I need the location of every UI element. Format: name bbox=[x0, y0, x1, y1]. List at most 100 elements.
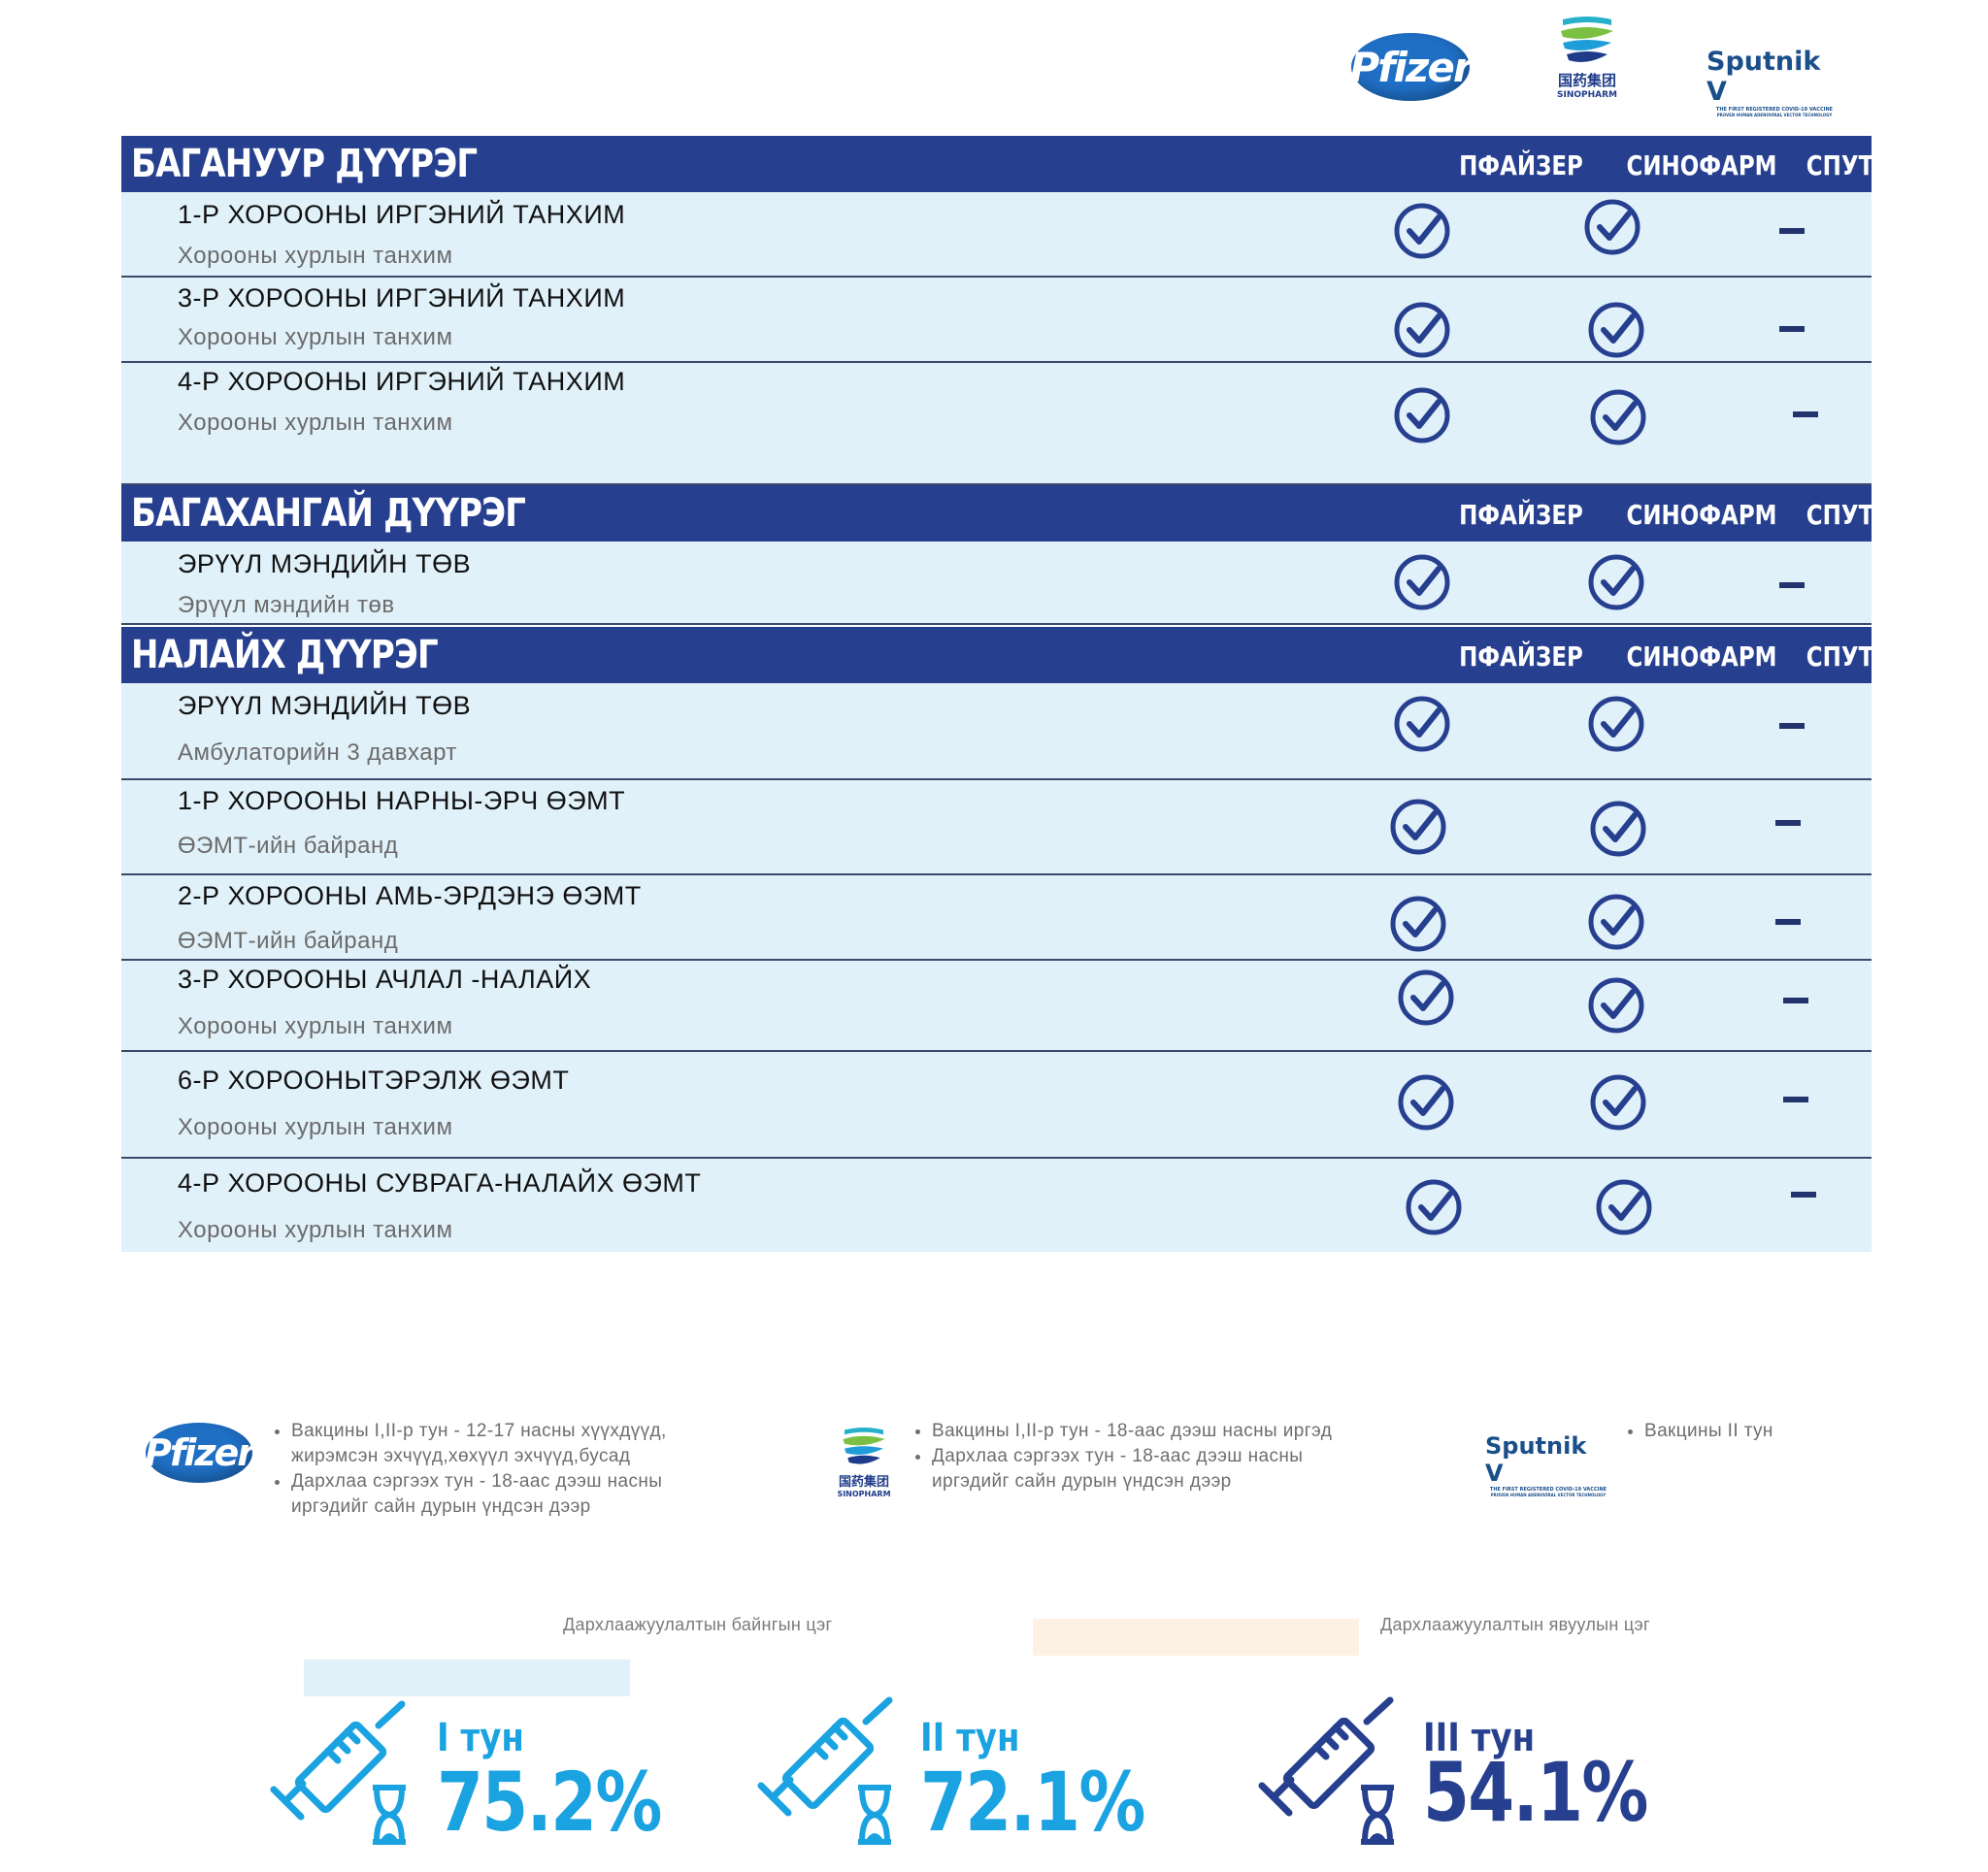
section-title: БАГАХАНГАЙ ДҮҮРЭГ bbox=[131, 491, 526, 536]
pfizer-logo-small: Pfizer bbox=[145, 1423, 255, 1483]
check-icon bbox=[1588, 977, 1644, 1034]
legend-item: Вакцины II тун bbox=[1644, 1419, 1912, 1444]
check-icon bbox=[1590, 389, 1646, 445]
row-title: 6-Р ХОРООНЫТЭРЭЛЖ ӨЭМТ bbox=[178, 1066, 570, 1095]
row-subtitle: Хорооны хурлын танхим bbox=[178, 1013, 453, 1039]
table-row: 4-Р ХОРООНЫ ИРГЭНИЙ ТАНХИМ Хорооны хурлы… bbox=[121, 363, 1872, 485]
sputnik-sub1: THE FIRST REGISTERED COVID-19 VACCINE bbox=[1489, 1487, 1607, 1493]
col-head-pfizer: ПФАЙЗЕР bbox=[1459, 149, 1583, 181]
row-subtitle: ӨЭМТ-ийн байранд bbox=[178, 833, 399, 859]
dose-percent: 72.1% bbox=[920, 1755, 1145, 1850]
check-icon bbox=[1394, 203, 1450, 259]
sinopharm-wave-icon bbox=[1561, 16, 1613, 62]
sputnik-legend: Вакцины II тун bbox=[1621, 1419, 1912, 1444]
pfizer-legend: Вакцины I,II-р тун - 12-17 насны хүүхдүү… bbox=[268, 1419, 695, 1520]
check-icon bbox=[1390, 896, 1446, 952]
section-header-baganuur: БАГАНУУР ДҮҮРЭГ ПФАЙЗЕР СИНОФАРМ СПУТНИК… bbox=[121, 136, 1954, 192]
col-head-sinopharm: СИНОФАРМ bbox=[1626, 640, 1777, 673]
sinopharm-wave-icon bbox=[843, 1428, 885, 1464]
sputnik-sub2: PROVEN HUMAN ADENOVIRAL VECTOR TECHNOLOG… bbox=[1716, 113, 1833, 117]
check-icon bbox=[1390, 799, 1446, 855]
table-row: ЭРҮҮЛ МЭНДИЙН ТӨВ Амбулаторийн 3 давхарт bbox=[121, 683, 1872, 780]
sputnik-sub1: THE FIRST REGISTERED COVID-19 VACCINE bbox=[1715, 107, 1834, 113]
sinopharm-cn-text: 国药集团 bbox=[1557, 72, 1616, 89]
section-header-nalaikh: НАЛАЙХ ДҮҮРЭГ ПФАЙЗЕР СИНОФАРМ СПУТНИК V bbox=[121, 627, 1954, 683]
dash-icon bbox=[1775, 820, 1801, 826]
check-icon bbox=[1590, 1074, 1646, 1131]
dose-label: III тун bbox=[1423, 1716, 1536, 1760]
dash-icon bbox=[1775, 919, 1801, 925]
table-row: 4-Р ХОРООНЫ СУВРАГА-НАЛАЙХ ӨЭМТ Хорооны … bbox=[121, 1159, 1872, 1252]
row-subtitle: Эрүүл мэндийн төв bbox=[178, 592, 395, 618]
sinopharm-cn-text: 国药集团 bbox=[838, 1475, 889, 1490]
col-head-sputnik: СПУТНИК V bbox=[1806, 499, 1955, 531]
section-title: НАЛАЙХ ДҮҮРЭГ bbox=[131, 633, 439, 677]
legend-item: Вакцины I,II-р тун - 12-17 насны хүүхдүү… bbox=[291, 1419, 695, 1469]
dash-icon bbox=[1779, 582, 1805, 588]
pfizer-logo: Pfizer bbox=[1349, 33, 1474, 101]
table-row: 3-Р ХОРООНЫ АЧЛАЛ -НАЛАЙХ Хорооны хурлын… bbox=[121, 961, 1872, 1052]
row-title: 4-Р ХОРООНЫ СУВРАГА-НАЛАЙХ ӨЭМТ bbox=[178, 1168, 702, 1198]
sinopharm-en-text: SINOPHARM bbox=[837, 1490, 891, 1498]
check-icon bbox=[1588, 302, 1644, 358]
check-icon bbox=[1590, 801, 1646, 857]
table-row: ЭРҮҮЛ МЭНДИЙН ТӨВ Эрүүл мэндийн төв bbox=[121, 542, 1872, 625]
dose-percent: 54.1% bbox=[1423, 1745, 1648, 1840]
dash-icon bbox=[1783, 998, 1808, 1003]
fixed-point-swatch bbox=[304, 1659, 630, 1696]
dash-icon bbox=[1779, 228, 1805, 234]
check-icon bbox=[1394, 387, 1450, 443]
hourglass-icon bbox=[858, 1785, 891, 1845]
table-row: 3-Р ХОРООНЫ ИРГЭНИЙ ТАНХИМ Хорооны хурлы… bbox=[121, 278, 1872, 363]
col-head-sputnik: СПУТНИК V bbox=[1806, 640, 1955, 673]
col-head-sinopharm: СИНОФАРМ bbox=[1626, 149, 1777, 181]
section-title: БАГАНУУР ДҮҮРЭГ bbox=[131, 142, 478, 186]
row-title: ЭРҮҮЛ МЭНДИЙН ТӨВ bbox=[178, 549, 472, 578]
sinopharm-logo: 国药集团 SINOPHARM bbox=[1543, 12, 1631, 104]
col-head-pfizer: ПФАЙЗЕР bbox=[1459, 499, 1583, 531]
table-row: 2-Р ХОРООНЫ АМЬ-ЭРДЭНЭ ӨЭМТ ӨЭМТ-ийн бай… bbox=[121, 875, 1872, 961]
col-head-pfizer: ПФАЙЗЕР bbox=[1459, 640, 1583, 673]
row-subtitle: Хорооны хурлын танхим bbox=[178, 1217, 453, 1243]
sinopharm-logo-small: 国药集团 SINOPHARM bbox=[825, 1423, 903, 1510]
fixed-point-caption: Дархлаажуулалтын байнгын цэг bbox=[563, 1615, 833, 1634]
dash-icon bbox=[1779, 326, 1805, 332]
syringe-icon bbox=[757, 1696, 893, 1817]
check-icon bbox=[1394, 302, 1450, 358]
row-title: 2-Р ХОРООНЫ АМЬ-ЭРДЭНЭ ӨЭМТ bbox=[178, 881, 642, 910]
row-subtitle: Хорооны хурлын танхим bbox=[178, 1114, 453, 1140]
check-icon bbox=[1596, 1179, 1652, 1235]
dose-percent: 75.2% bbox=[437, 1755, 662, 1850]
row-title: 1-Р ХОРООНЫ ИРГЭНИЙ ТАНХИМ bbox=[178, 200, 626, 229]
sputnik-logo-small: Sputnik V THE FIRST REGISTERED COVID-19 … bbox=[1485, 1432, 1611, 1497]
table-row: 1-Р ХОРООНЫ НАРНЫ-ЭРЧ ӨЭМТ ӨЭМТ-ийн байр… bbox=[121, 780, 1872, 875]
table-row: 6-Р ХОРООНЫТЭРЭЛЖ ӨЭМТ Хорооны хурлын та… bbox=[121, 1052, 1872, 1159]
row-title: 4-Р ХОРООНЫ ИРГЭНИЙ ТАНХИМ bbox=[178, 367, 626, 396]
check-icon bbox=[1588, 696, 1644, 752]
hourglass-icon bbox=[1361, 1785, 1394, 1845]
row-title: 3-Р ХОРООНЫ ИРГЭНИЙ ТАНХИМ bbox=[178, 283, 626, 312]
dose-label: II тун bbox=[920, 1716, 1020, 1760]
check-icon bbox=[1406, 1179, 1462, 1235]
check-icon bbox=[1588, 894, 1644, 950]
row-subtitle: Хорооны хурлын танхим bbox=[178, 410, 453, 436]
check-icon bbox=[1584, 199, 1640, 255]
col-head-sinopharm: СИНОФАРМ bbox=[1626, 499, 1777, 531]
dash-icon bbox=[1783, 1097, 1808, 1102]
col-head-sputnik: СПУТНИК V bbox=[1806, 149, 1955, 181]
sputnik-name: Sputnik V bbox=[1706, 47, 1821, 107]
row-title: ЭРҮҮЛ МЭНДИЙН ТӨВ bbox=[178, 691, 472, 720]
row-title: 3-Р ХОРООНЫ АЧЛАЛ -НАЛАЙХ bbox=[178, 965, 592, 994]
hourglass-icon bbox=[373, 1785, 406, 1845]
row-subtitle: ӨЭМТ-ийн байранд bbox=[178, 928, 399, 954]
check-icon bbox=[1398, 1074, 1454, 1131]
row-title: 1-Р ХОРООНЫ НАРНЫ-ЭРЧ ӨЭМТ bbox=[178, 786, 626, 815]
sputnik-logo: Sputnik V THE FIRST REGISTERED COVID-19 … bbox=[1706, 47, 1842, 117]
mobile-point-caption: Дархлаажуулалтын явуулын цэг bbox=[1380, 1615, 1650, 1634]
check-icon bbox=[1394, 696, 1450, 752]
sinopharm-legend: Вакцины I,II-р тун - 18-аас дээш насны и… bbox=[909, 1419, 1355, 1494]
check-icon bbox=[1394, 554, 1450, 610]
sputnik-sub2: PROVEN HUMAN ADENOVIRAL VECTOR TECHNOLOG… bbox=[1490, 1493, 1607, 1497]
legend-item: Дархлаа сэргээх тун - 18-аас дээш насны … bbox=[932, 1444, 1355, 1494]
sinopharm-en-text: SINOPHARM bbox=[1557, 90, 1617, 100]
